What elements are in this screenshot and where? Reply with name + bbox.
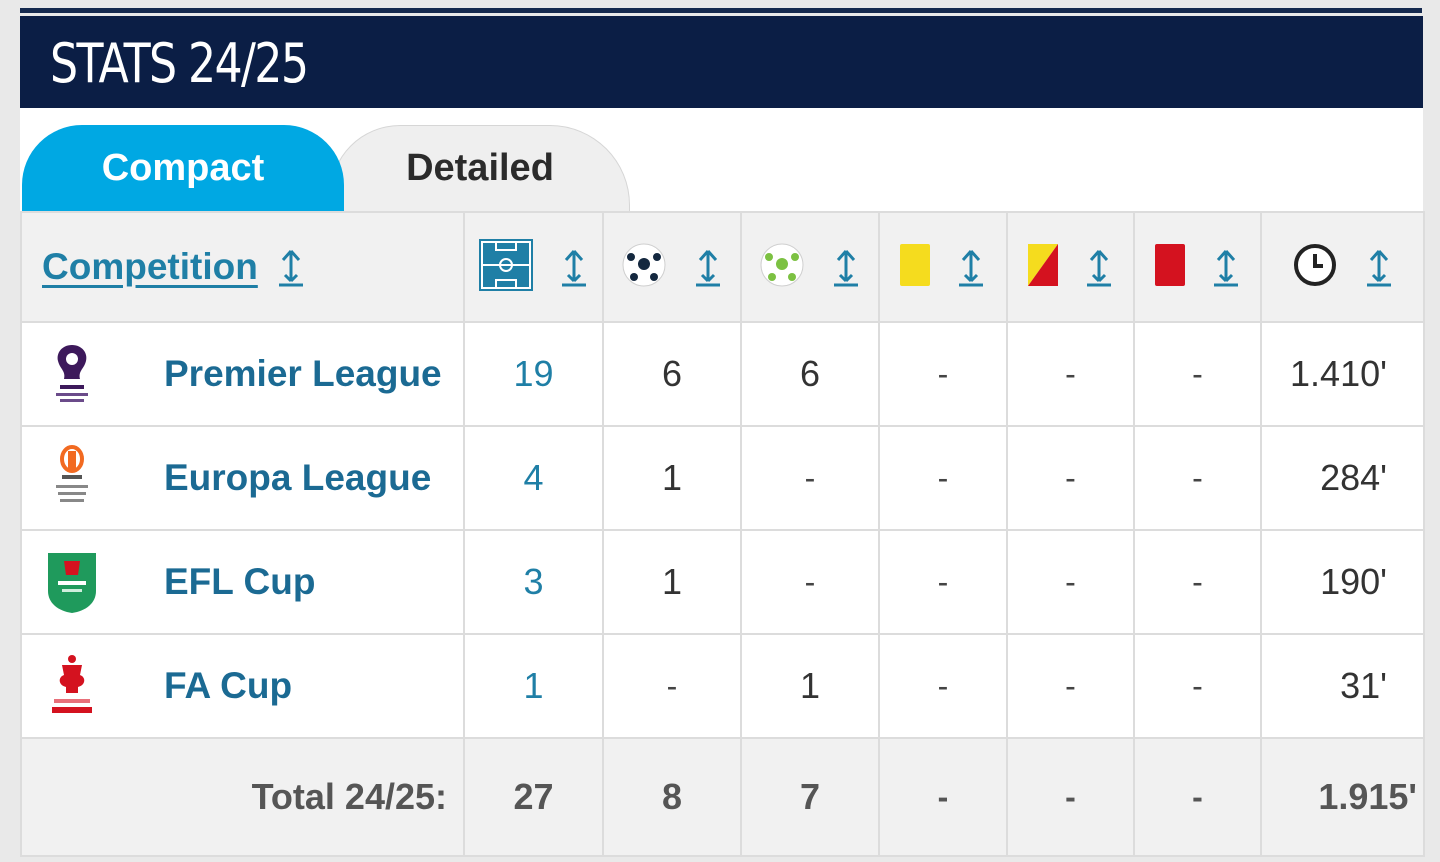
yellow-cards-value: - [878, 633, 1008, 739]
goals-value: 1 [602, 529, 742, 635]
minutes-column-header [1260, 211, 1425, 323]
total-yellow-red-cards: - [1006, 737, 1135, 857]
top-divider [0, 0, 1440, 14]
sort-icon[interactable] [693, 247, 723, 287]
sort-icon[interactable] [831, 247, 861, 287]
sort-icon[interactable] [559, 247, 589, 287]
sort-icon[interactable] [1364, 247, 1394, 287]
total-goals: 8 [602, 737, 742, 857]
yellow-cards-column-header [878, 211, 1008, 323]
premier-league-logo[interactable] [42, 341, 102, 407]
assists-value: 6 [740, 321, 880, 427]
red-card-icon [1154, 243, 1185, 291]
yellow-cards-value: - [878, 321, 1008, 427]
goals-value: 1 [602, 425, 742, 531]
efl-cup-logo[interactable] [42, 549, 102, 615]
yellow-card-icon [900, 243, 930, 291]
competition-name[interactable]: Europa League [164, 457, 432, 498]
competition-sort-link[interactable]: Competition [42, 246, 258, 287]
competition-name[interactable]: FA Cup [164, 665, 293, 706]
competition-cell: Europa League [20, 425, 465, 531]
page-title: STATS 24/25 [50, 32, 309, 95]
assists-value: 1 [740, 633, 880, 739]
assists-value: - [740, 425, 880, 531]
goals-value: 6 [602, 321, 742, 427]
assists-column-header [740, 211, 880, 323]
yellow-red-cards-value: - [1006, 425, 1135, 531]
total-appearances: 27 [463, 737, 604, 857]
minutes-value: 1.410' [1260, 321, 1425, 427]
view-tabs: Detailed Compact [20, 108, 1423, 212]
table-header-row: Competition [20, 211, 1425, 323]
red-cards-column-header [1133, 211, 1262, 323]
yellow-cards-value: - [878, 425, 1008, 531]
red-cards-value: - [1133, 633, 1262, 739]
red-cards-value: - [1133, 529, 1262, 635]
yellow-red-card-icon [1027, 243, 1058, 291]
stats-card: STATS 24/25 Detailed Compact Competition [20, 16, 1425, 857]
competition-name[interactable]: Premier League [164, 353, 442, 394]
competition-cell: Premier League [20, 321, 465, 427]
table-row: Premier League 19 6 6 - - - 1.410' [20, 321, 1425, 427]
goals-ball-icon [621, 242, 667, 293]
table-row: Europa League 4 1 - - - - 284' [20, 425, 1425, 531]
total-yellow-cards: - [878, 737, 1008, 857]
assists-ball-icon [759, 242, 805, 293]
fa-cup-logo[interactable] [42, 653, 102, 719]
goals-column-header [602, 211, 742, 323]
sort-icon[interactable] [1211, 247, 1241, 287]
appearances-value[interactable]: 19 [463, 321, 604, 427]
stats-table: Competition [20, 211, 1425, 857]
total-minutes: 1.915' [1260, 737, 1425, 857]
total-red-cards: - [1133, 737, 1262, 857]
yellow-cards-value: - [878, 529, 1008, 635]
tab-detailed[interactable]: Detailed [330, 125, 630, 211]
yellow-red-cards-value: - [1006, 529, 1135, 635]
competition-cell: EFL Cup [20, 529, 465, 635]
minutes-value: 31' [1260, 633, 1425, 739]
competition-cell: FA Cup [20, 633, 465, 739]
tab-compact[interactable]: Compact [22, 125, 344, 211]
table-row: EFL Cup 3 1 - - - - 190' [20, 529, 1425, 635]
minutes-value: 284' [1260, 425, 1425, 531]
total-assists: 7 [740, 737, 880, 857]
sort-icon[interactable] [956, 247, 986, 287]
yellow-red-cards-column-header [1006, 211, 1135, 323]
yellow-red-cards-value: - [1006, 321, 1135, 427]
goals-value: - [602, 633, 742, 739]
assists-value: - [740, 529, 880, 635]
sort-icon[interactable] [276, 247, 306, 287]
stats-header: STATS 24/25 [20, 16, 1423, 108]
competition-column-header: Competition [20, 211, 465, 323]
europa-league-logo[interactable] [42, 445, 102, 511]
minutes-value: 190' [1260, 529, 1425, 635]
red-cards-value: - [1133, 321, 1262, 427]
total-label: Total 24/25: [20, 737, 465, 857]
appearances-column-header [463, 211, 604, 323]
red-cards-value: - [1133, 425, 1262, 531]
table-row: FA Cup 1 - 1 - - - 31' [20, 633, 1425, 739]
appearances-value[interactable]: 1 [463, 633, 604, 739]
sort-icon[interactable] [1084, 247, 1114, 287]
clock-icon [1292, 242, 1338, 293]
appearances-value[interactable]: 4 [463, 425, 604, 531]
competition-name[interactable]: EFL Cup [164, 561, 316, 602]
pitch-icon [478, 238, 533, 296]
total-row: Total 24/25: 27 8 7 - - - 1.915' [20, 737, 1425, 857]
appearances-value[interactable]: 3 [463, 529, 604, 635]
yellow-red-cards-value: - [1006, 633, 1135, 739]
